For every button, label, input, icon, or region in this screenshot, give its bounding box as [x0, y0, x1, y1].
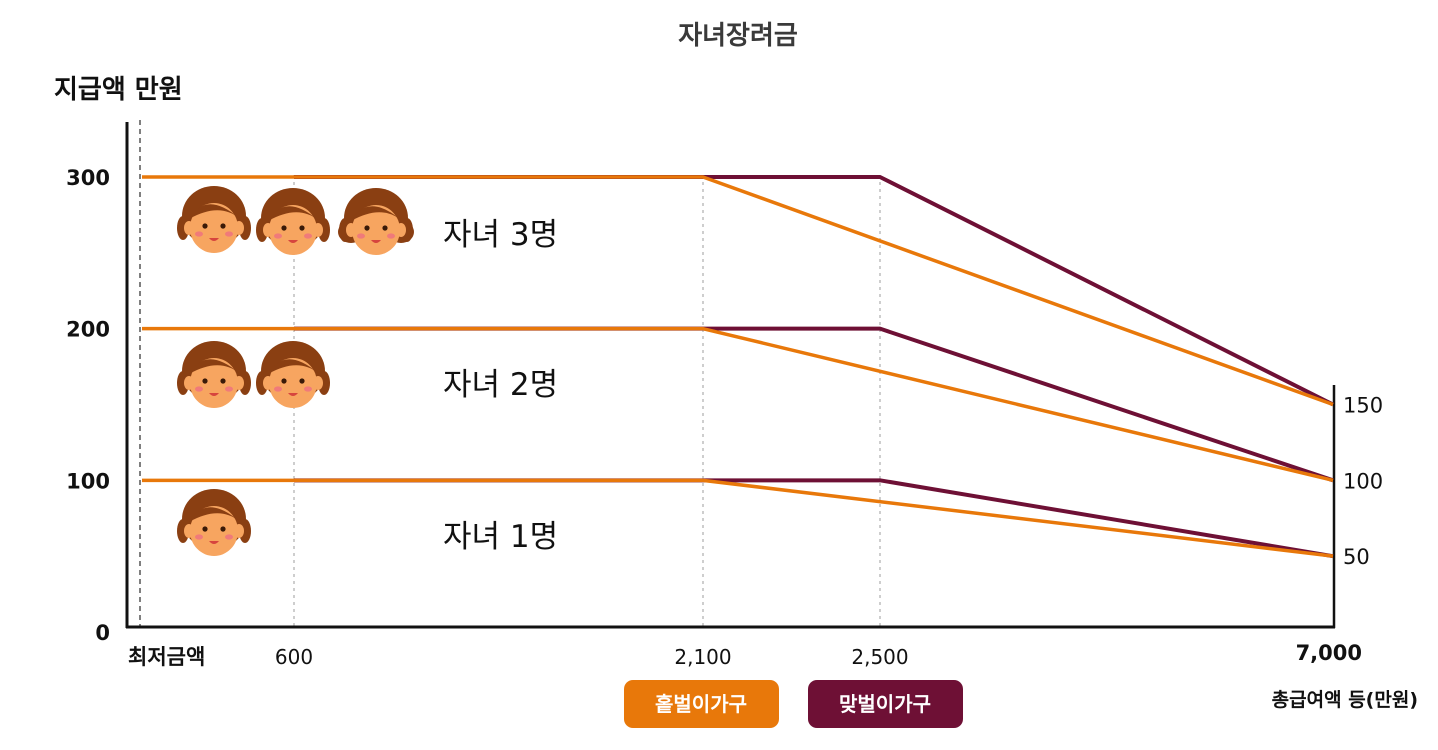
right-tick-label: 50 [1343, 545, 1370, 569]
child-face-icon [256, 188, 330, 255]
child-face-icon [177, 186, 251, 253]
x-tick-label: 600 [275, 645, 313, 669]
y-tick-label: 200 [66, 318, 110, 342]
series-lines [142, 174, 1334, 559]
legend-label-dual: 맞벌이가구 [839, 692, 931, 716]
child-face-icon [338, 188, 414, 255]
x-tick-label: 최저금액 [128, 645, 205, 669]
series-line-1-single [142, 478, 1334, 558]
child-face-icon [256, 341, 330, 408]
right-tick-label: 150 [1343, 393, 1383, 417]
group-label-1: 자녀 1명 [443, 519, 558, 555]
legend-swatch-single [624, 680, 779, 728]
x-tick-label: 2,500 [851, 645, 908, 669]
group-label-3: 자녀 3명 [443, 217, 558, 253]
y-tick-label: 0 [95, 621, 110, 645]
children-faces [177, 186, 414, 556]
legend-swatch-dual [808, 680, 963, 728]
group-labels: 자녀 1명 자녀 2명 자녀 3명 [443, 217, 558, 555]
y-tick-label: 300 [66, 166, 110, 190]
series-line-3-single [142, 175, 1334, 407]
chart-title: 자녀장려금 [678, 21, 798, 51]
x-axis-label: 총급여액 등(만원) [1272, 689, 1418, 711]
group-label-2: 자녀 2명 [443, 367, 558, 403]
series-line-2-single [142, 326, 1334, 483]
child-face-icon [177, 341, 251, 408]
legend-label-single: 홑벌이가구 [655, 692, 747, 716]
child-face-icon [177, 489, 251, 556]
tick-labels: 0 100 200 300 50 100 150 최저금액 600 2,100 2,500 7,000 [66, 166, 1383, 669]
legend: 홑벌이가구 맞벌이가구 [624, 680, 963, 728]
right-tick-label: 100 [1343, 469, 1383, 493]
x-tick-label: 7,000 [1296, 641, 1362, 665]
series-line-2-dual [294, 326, 1334, 483]
axes [125, 122, 1336, 629]
y-tick-label: 100 [66, 469, 110, 493]
x-tick-label: 2,100 [674, 645, 731, 669]
y-axis-label: 지급액 만원 [54, 75, 183, 105]
